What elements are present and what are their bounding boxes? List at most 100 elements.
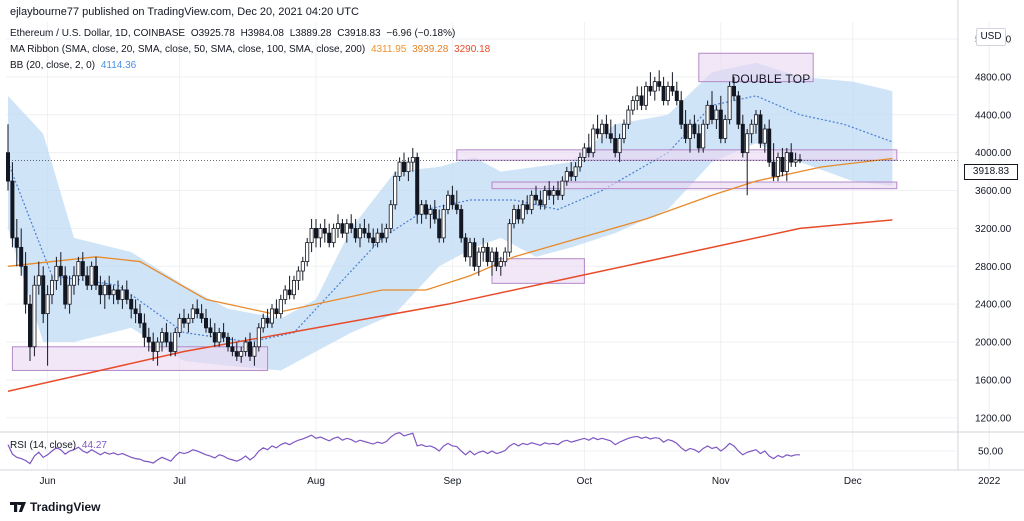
candle-body [582,147,587,158]
candle-body [50,280,55,296]
candle-body [723,119,728,139]
candle-body [415,157,420,215]
candle [89,261,94,290]
candle-body [595,128,600,135]
candle-body [534,194,539,201]
candle [754,110,759,134]
candle [129,294,134,319]
candle-body [489,251,494,262]
legend-symbol: Ethereum / U.S. Dollar, 1D, COINBASE [10,28,186,39]
candle [692,114,697,139]
legend-rsi-label: RSI (14, close) [10,440,77,451]
candle-body [124,289,129,300]
candle-body [516,209,521,220]
candle [36,261,41,295]
candle [432,200,437,224]
candle [489,247,494,276]
candle-body [186,317,191,324]
candle-body [283,289,288,300]
candle-body [762,128,767,144]
candle-body [459,209,464,239]
candle [116,280,121,305]
legend-change: −6.96 (−0.18%) [386,28,456,39]
candle [186,313,191,333]
candle [107,275,112,300]
legend-symbol-row: Ethereum / U.S. Dollar, 1D, COINBASE O39… [10,28,458,39]
candle-body [19,246,24,267]
candle [538,190,543,210]
candle-body [635,95,640,101]
candle [463,233,468,262]
zone-zone-1 [11,346,269,371]
candle-body [190,308,195,319]
candle [102,280,107,309]
legend-high: H3984.08 [240,28,284,39]
candle [776,152,781,182]
candle-body [322,228,327,234]
candle [688,119,693,153]
candle [142,313,147,347]
candle-body [327,232,332,244]
candle-body [181,317,186,324]
zone-zone-4 [491,258,585,284]
candle [569,162,574,182]
candle [353,218,358,243]
candle [639,86,644,111]
candle-body [344,223,349,234]
candle-body [94,265,99,286]
candle-body [133,308,138,315]
candle [45,285,50,366]
candle-body [234,351,239,357]
candle [454,190,459,215]
candle-body [349,223,354,229]
candle-body [45,294,50,315]
candle [617,133,622,163]
candle-body [445,194,450,210]
candle [164,323,169,347]
candle [151,332,156,361]
candle-body [32,284,37,348]
candle-body [661,85,666,101]
candle-body [164,332,169,343]
candle [23,252,28,314]
candle [683,110,688,144]
candle-body [776,157,781,177]
candle [67,275,72,314]
candle [578,152,583,172]
candle-body [146,336,151,343]
x-tick-label: Jul [173,476,186,487]
candle [696,124,701,153]
candle [265,308,270,328]
x-tick-label: Aug [307,476,325,487]
candle-body [393,175,398,206]
candle [652,76,657,101]
currency-button[interactable]: USD [976,28,1006,46]
candle-body [441,209,446,239]
candle-body [481,246,486,253]
candle [212,323,217,347]
candle [269,304,274,328]
candle-body [578,157,583,168]
candle-body [261,317,266,329]
zone-rectangles [11,52,898,371]
candle-body [556,190,561,196]
candle-body [714,109,719,120]
candle [459,204,464,243]
candle [784,147,789,182]
candle [349,214,354,234]
candle [714,105,719,129]
candle-body [525,204,530,210]
candle [199,304,204,324]
candle-body [683,123,688,139]
candle [666,81,671,106]
candle [322,218,327,243]
candle [181,308,186,328]
candle-body [670,85,675,92]
candle [252,342,257,366]
candle [85,266,90,290]
tradingview-logo[interactable]: TradingView [10,500,100,514]
candle [428,204,433,229]
ma200-line [7,219,893,393]
candle [177,313,182,338]
